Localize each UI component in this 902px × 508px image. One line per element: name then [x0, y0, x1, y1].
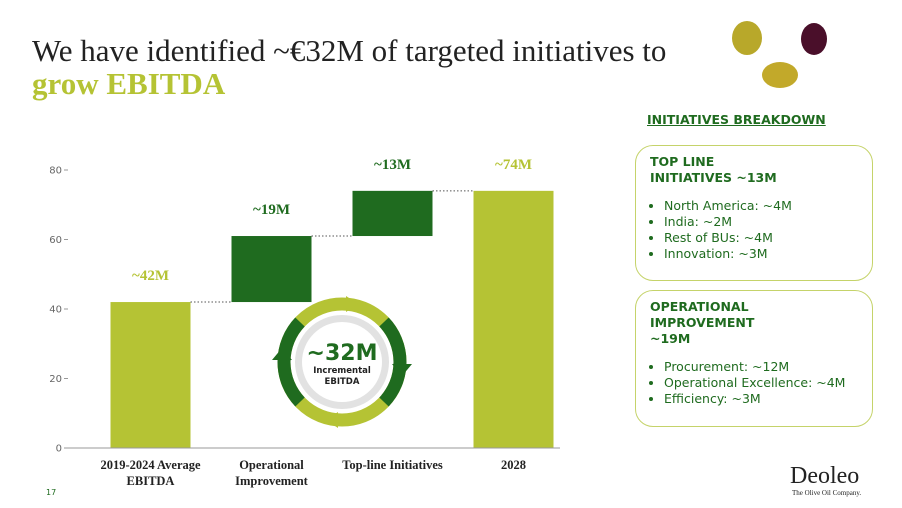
breakdown-box: OPERATIONAL IMPROVEMENT ~19M Procurement:…: [635, 290, 873, 427]
y-tick-label: 20: [49, 374, 62, 385]
item: Efficiency: ~3M: [664, 391, 858, 407]
item-list: Procurement: ~12MOperational Excellence:…: [650, 359, 858, 407]
logo: Deoleo: [790, 463, 860, 489]
value-label: ~42M: [132, 268, 169, 284]
bar: [473, 190, 554, 448]
value-label: ~19M: [253, 202, 290, 218]
bar: [231, 236, 312, 303]
logo-tagline: The Olive Oil Company.: [792, 489, 862, 497]
breakdown-box: TOP LINE INITIATIVES ~13M North America: …: [635, 145, 873, 281]
annotation-label: ~32M: [306, 341, 378, 366]
olive: [801, 23, 827, 55]
breakdown-heading: INITIATIVES BREAKDOWN: [647, 112, 826, 127]
annotation: ~32M Incremental EBITDA: [300, 342, 384, 388]
annotation-text: Incremental EBITDA: [313, 366, 371, 387]
x-tick-label: Operational Improvement: [235, 458, 308, 488]
title: We have identified ~€32M of targeted ini…: [32, 34, 666, 100]
title-highlight: grow EBITDA: [32, 66, 226, 101]
item: Operational Excellence: ~4M: [664, 375, 858, 391]
y-tick-label: 0: [56, 444, 62, 455]
y-tick-label: 80: [49, 166, 62, 177]
item-list: North America: ~4MIndia: ~2MRest of BUs:…: [650, 198, 858, 262]
x-tick-label: 2028: [501, 458, 526, 472]
title-line: We have identified ~€32M of targeted ini…: [32, 33, 667, 68]
x-tick-label: Top-line Initiatives: [342, 458, 443, 472]
item: Procurement: ~12M: [664, 359, 858, 375]
box-title: TOP LINE INITIATIVES ~13M: [650, 154, 777, 185]
olive: [732, 21, 762, 55]
bar: [110, 302, 191, 448]
item: Innovation: ~3M: [664, 246, 858, 262]
cycle-graphic: [272, 296, 412, 428]
value-label: ~74M: [495, 157, 532, 173]
item: Rest of BUs: ~4M: [664, 230, 858, 246]
value-label: ~13M: [374, 157, 411, 173]
item: North America: ~4M: [664, 198, 858, 214]
page-number: 17: [46, 488, 57, 497]
item: India: ~2M: [664, 214, 858, 230]
y-tick-label: 40: [49, 305, 62, 316]
y-tick-label: 60: [49, 235, 62, 246]
bar: [352, 190, 433, 237]
olive: [762, 62, 798, 88]
x-tick-label: 2019-2024 Average EBITDA: [100, 458, 201, 488]
box-title: OPERATIONAL IMPROVEMENT ~19M: [650, 299, 755, 346]
